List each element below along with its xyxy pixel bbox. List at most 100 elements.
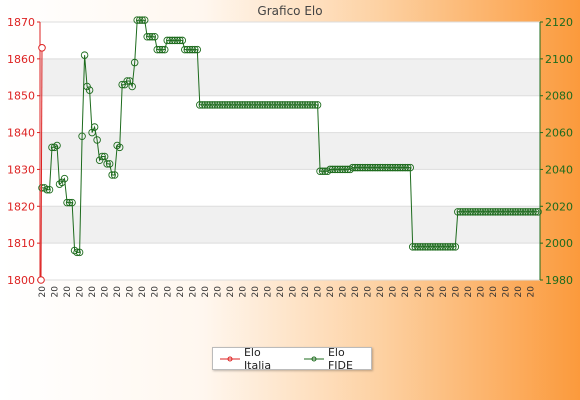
- point-elo-fide: [50, 143, 59, 152]
- point-elo-fide: [501, 208, 510, 216]
- x-tick-label: 20: [527, 286, 537, 298]
- point-elo-fide: [514, 208, 522, 216]
- point-elo-fide: [43, 185, 51, 194]
- chart-title: Grafico Elo: [257, 4, 323, 18]
- point-elo-fide: [296, 101, 304, 109]
- point-elo-fide: [246, 101, 254, 109]
- legend-item-fide: Elo FIDE: [303, 346, 371, 372]
- point-elo-fide: [326, 165, 334, 174]
- point-elo-fide: [123, 77, 131, 85]
- x-tick-label: 20: [251, 286, 261, 298]
- point-elo-fide: [60, 174, 69, 183]
- point-elo-fide: [138, 16, 146, 24]
- point-elo-fide: [489, 208, 497, 216]
- point-elo-fide: [155, 45, 164, 54]
- point-elo-fide: [53, 141, 61, 150]
- point-elo-fide: [511, 208, 520, 216]
- x-tick-label: 20: [401, 286, 411, 298]
- point-elo-fide: [313, 101, 322, 109]
- x-tick-label: 20: [201, 286, 211, 298]
- x-tick-label: 20: [213, 286, 223, 298]
- left-tick-label: 1860: [7, 53, 35, 66]
- x-tick-label: 20: [389, 286, 399, 298]
- point-elo-fide: [65, 198, 74, 207]
- point-elo-fide: [196, 101, 204, 109]
- point-elo-fide: [416, 243, 425, 251]
- x-tick-label: 20: [351, 286, 361, 298]
- x-tick-label: 20: [264, 286, 274, 298]
- point-elo-fide: [378, 163, 387, 172]
- right-tick-label: 2100: [545, 53, 573, 66]
- point-elo-fide: [110, 171, 119, 179]
- point-elo-fide: [120, 80, 129, 89]
- point-elo-fide: [256, 101, 264, 109]
- point-elo-fide: [398, 163, 407, 172]
- point-elo-fide: [419, 243, 427, 251]
- point-elo-fide: [143, 32, 151, 41]
- right-tick-label: 1980: [545, 274, 573, 287]
- right-tick-label: 2040: [545, 163, 573, 176]
- point-elo-fide: [188, 45, 197, 54]
- right-tick-label: 2060: [545, 127, 573, 140]
- series-elo-fide: [38, 16, 542, 257]
- x-tick-label: 20: [151, 286, 161, 298]
- point-elo-fide: [236, 101, 244, 109]
- point-elo-fide: [524, 208, 532, 216]
- point-elo-fide: [516, 208, 525, 216]
- point-elo-fide: [160, 45, 169, 54]
- point-elo-fide: [346, 165, 354, 174]
- x-tick-label: 20: [163, 286, 173, 298]
- legend-label-italia: Elo Italia: [243, 345, 272, 372]
- x-tick-label: 20: [301, 286, 311, 298]
- point-elo-fide: [233, 101, 242, 109]
- point-elo-fide: [391, 163, 399, 172]
- legend-marker-fide: [304, 356, 324, 361]
- point-elo-fide: [276, 101, 284, 109]
- point-elo-fide: [253, 101, 262, 109]
- right-tick-label: 2080: [545, 90, 573, 103]
- point-elo-fide: [268, 101, 277, 109]
- point-elo-fide: [393, 163, 402, 172]
- point-elo-fide: [251, 101, 259, 109]
- x-axis-labels: 20 20 20 20 20 20 20 20 20 20 20 20 20 20 20 20 20 20 20 20…: [38, 286, 537, 298]
- point-elo-fide: [323, 167, 332, 176]
- x-tick-label: 20: [113, 286, 123, 298]
- point-elo-fide: [371, 163, 379, 172]
- point-elo-fide: [504, 208, 512, 216]
- point-elo-fide: [301, 101, 309, 109]
- point-elo-fide: [226, 101, 234, 109]
- point-elo-fide: [193, 45, 202, 54]
- point-elo-fide: [293, 101, 302, 109]
- point-elo-fide: [183, 45, 192, 54]
- point-elo-fide: [108, 171, 116, 179]
- x-tick-label: 20: [426, 286, 436, 298]
- point-elo-fide: [148, 32, 156, 41]
- point-elo-fide: [218, 101, 227, 109]
- point-elo-fide: [90, 123, 99, 131]
- point-elo-fide: [73, 248, 81, 257]
- point-elo-fide: [298, 101, 307, 109]
- point-elo-fide: [283, 101, 292, 109]
- point-elo-fide: [484, 208, 492, 216]
- point-elo-fide: [75, 248, 84, 257]
- point-elo-fide: [358, 163, 367, 172]
- right-tick-label: 2020: [545, 200, 573, 213]
- series-elo-italia: [37, 44, 46, 284]
- point-elo-fide: [421, 243, 430, 251]
- point-elo-fide: [459, 208, 467, 216]
- point-elo-fide: [361, 163, 369, 172]
- point-elo-fide: [100, 152, 109, 161]
- point-elo-fide: [303, 101, 312, 109]
- point-elo-fide: [135, 16, 144, 24]
- point-elo-fide: [464, 208, 472, 216]
- point-elo-fide: [461, 208, 470, 216]
- point-elo-fide: [429, 243, 437, 251]
- point-elo-fide: [456, 208, 465, 216]
- point-elo-fide: [441, 243, 450, 251]
- point-elo-fide: [466, 208, 475, 216]
- point-elo-fide: [208, 101, 217, 109]
- point-elo-fide: [424, 243, 432, 251]
- point-elo-fide: [115, 143, 124, 152]
- point-elo-fide: [519, 208, 527, 216]
